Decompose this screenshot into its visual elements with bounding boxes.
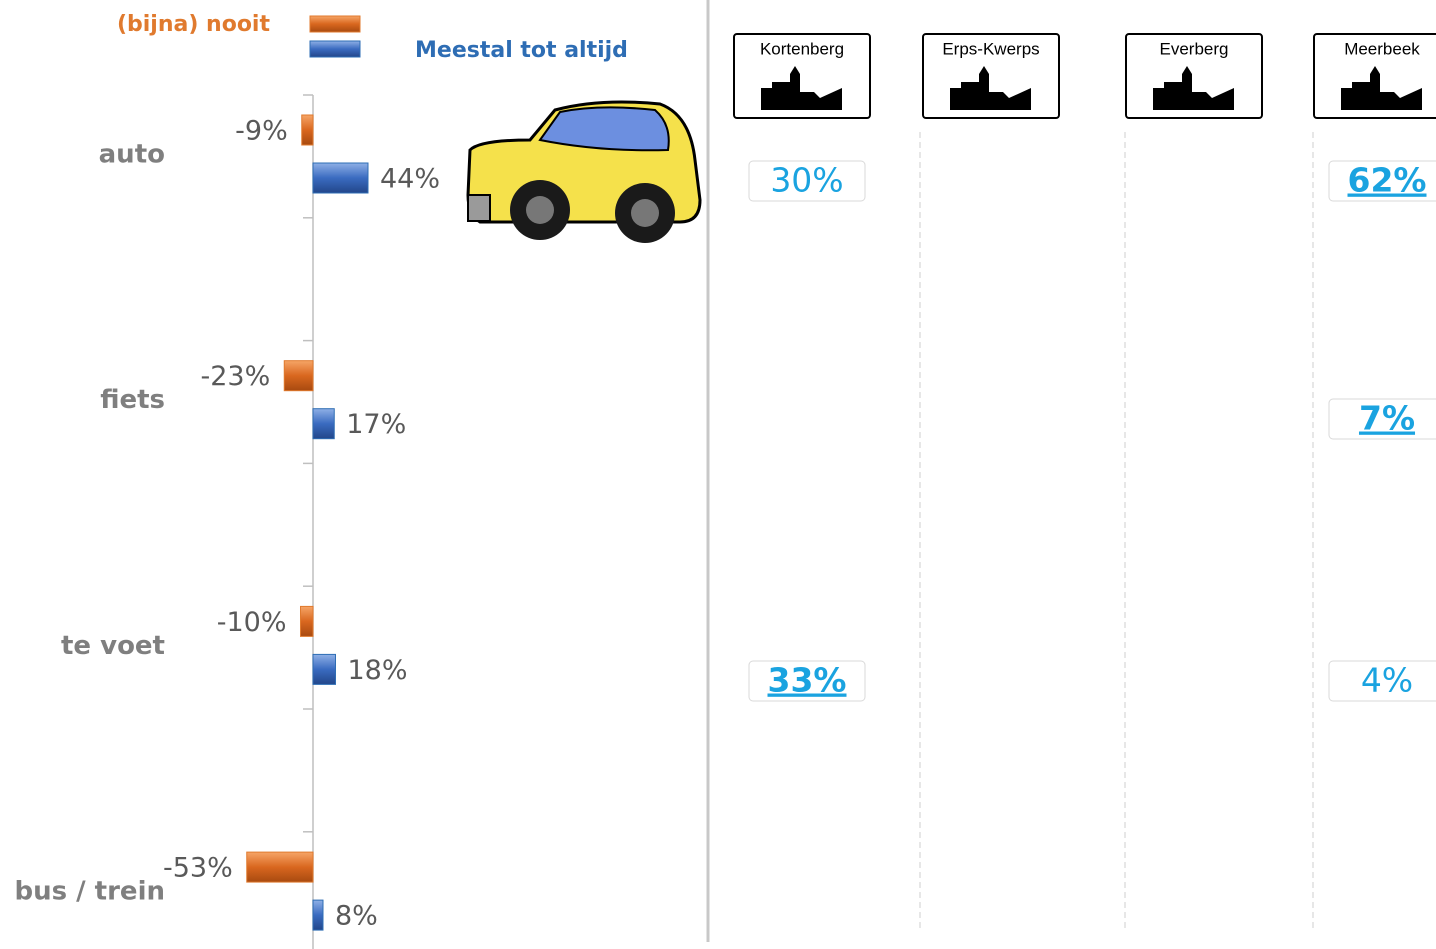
figure-box: [748, 160, 866, 202]
value-label: -53%: [163, 853, 233, 884]
bar: [283, 360, 314, 392]
value-label: -23%: [200, 361, 270, 392]
figure-label: 7%: [1359, 399, 1415, 438]
town-silhouette: [950, 66, 1031, 110]
figure-label: 4%: [1361, 661, 1413, 700]
bar: [312, 408, 335, 440]
value-label: 44%: [380, 164, 440, 195]
value-label: 17%: [346, 409, 406, 440]
category-label: fiets: [100, 385, 165, 415]
bar: [246, 851, 314, 883]
bar: [312, 653, 336, 685]
category-label: auto: [99, 140, 165, 170]
category-label: te voet: [61, 631, 165, 661]
legend-label: (bijna) nooit: [117, 12, 271, 37]
value-label: 18%: [348, 655, 408, 686]
bar: [312, 162, 369, 194]
legend-swatch: [309, 40, 361, 58]
town-silhouette: [1153, 66, 1234, 110]
figure-box: [1328, 160, 1436, 202]
figure-box: [1328, 660, 1436, 702]
figure-box: [748, 660, 866, 702]
car-illustration: [466, 100, 702, 243]
figure-label: 33%: [768, 661, 847, 700]
town-silhouette: [761, 66, 842, 110]
value-label: 8%: [335, 901, 378, 932]
town-name: Erps-Kwerps: [942, 39, 1039, 58]
town-name: Kortenberg: [760, 39, 844, 58]
town-name: Meerbeek: [1344, 39, 1420, 58]
legend-label: Meestal tot altijd: [415, 38, 628, 63]
legend-swatch: [309, 15, 361, 33]
town-silhouette: [1341, 66, 1422, 110]
bar: [312, 899, 324, 931]
figure-box: [1328, 398, 1436, 440]
town-name: Everberg: [1160, 39, 1229, 58]
figure-label: 30%: [770, 161, 843, 200]
category-label: bus / trein: [14, 877, 165, 907]
value-label: -10%: [217, 607, 287, 638]
value-label: -9%: [235, 116, 288, 147]
figure-label: 62%: [1348, 161, 1427, 200]
bar: [300, 605, 314, 637]
bar: [301, 114, 314, 146]
